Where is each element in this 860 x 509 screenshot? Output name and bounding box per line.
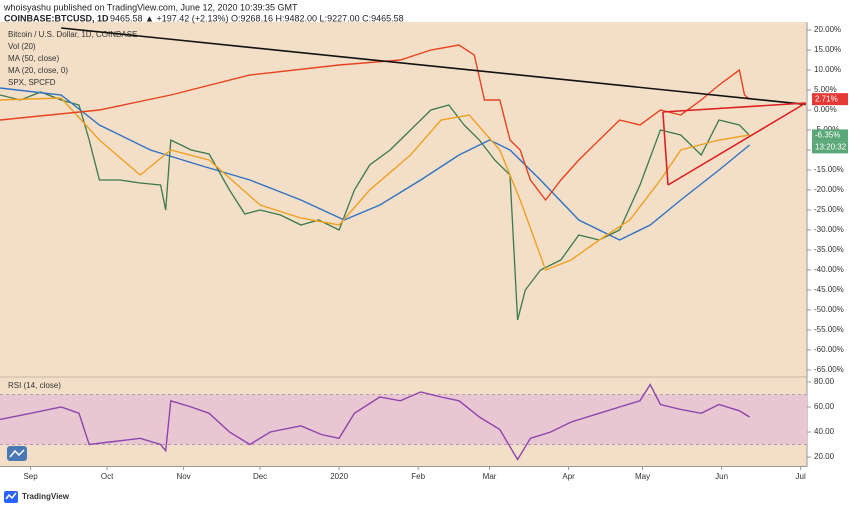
x-tick-label: Jun xyxy=(715,472,728,481)
y-tick-label: -30.00% xyxy=(814,225,844,234)
quote: 9465.58 ▲ +197.42 (+2.13%) O:9268.16 H:9… xyxy=(110,13,404,23)
chart-title: Bitcoin / U.S. Dollar, 1D, COINBASE xyxy=(8,30,137,39)
y-tick-label: 80.00 xyxy=(814,377,835,386)
chart-background xyxy=(0,22,807,467)
volume-label: Vol (20) xyxy=(8,42,36,51)
series-line xyxy=(0,97,750,271)
x-tick-label: Nov xyxy=(176,472,190,481)
series-line xyxy=(0,383,750,461)
y-tick-label: -15.00% xyxy=(814,165,844,174)
x-tick-label: Jul xyxy=(796,472,806,481)
y-tick-label: 20.00% xyxy=(814,25,841,34)
x-tick-label: Mar xyxy=(483,472,497,481)
y-tick-label: 15.00% xyxy=(814,45,841,54)
trendline xyxy=(662,111,669,186)
y-tick-label: -55.00% xyxy=(814,325,844,334)
brand: TradingView xyxy=(22,492,70,501)
legend-entry: MA (50, close) xyxy=(8,54,59,63)
legend-entry: SPX, SPCFD xyxy=(8,78,56,87)
x-tick-label: Oct xyxy=(101,472,114,481)
x-tick-label: Feb xyxy=(411,472,425,481)
y-tick-label: -60.00% xyxy=(814,345,844,354)
y-tick-label: -50.00% xyxy=(814,305,844,314)
series-line xyxy=(0,87,751,241)
y-tick-label: -40.00% xyxy=(814,265,844,274)
y-tick-label: 10.00% xyxy=(814,65,841,74)
trendline xyxy=(667,102,807,186)
legend-entry: MA (20, close, 0) xyxy=(8,66,68,75)
trendline xyxy=(61,27,806,106)
x-tick-label: 2020 xyxy=(330,472,348,481)
x-tick-label: Sep xyxy=(23,472,38,481)
price-tag xyxy=(812,129,848,142)
rsi-band xyxy=(0,394,807,445)
logo xyxy=(4,491,18,503)
author-line: whoisyashu published on TradingView.com,… xyxy=(3,2,298,12)
x-tick-label: Dec xyxy=(253,472,267,481)
countdown-tag xyxy=(812,141,848,154)
countdown: 13:20:32 xyxy=(815,143,847,152)
y-tick-label: -25.00% xyxy=(814,205,844,214)
plot xyxy=(0,383,750,461)
symbol: COINBASE:BTCUSD, 1D xyxy=(4,13,109,23)
y-tick-label: 20.00 xyxy=(814,452,835,461)
y-tick-label: 40.00 xyxy=(814,427,835,436)
y-tick-label: -35.00% xyxy=(814,245,844,254)
rsi-icon xyxy=(7,446,27,461)
rsi-title: RSI (14, close) xyxy=(8,381,61,390)
price-tag-label: -6.35% xyxy=(815,131,840,140)
y-tick-label: 60.00 xyxy=(814,402,835,411)
price-tag xyxy=(812,93,848,106)
y-tick-label: 0.00% xyxy=(814,105,837,114)
y-tick-label: -65.00% xyxy=(814,365,844,374)
plot xyxy=(0,27,807,321)
x-tick-label: May xyxy=(635,472,650,481)
y-tick-label: -45.00% xyxy=(814,285,844,294)
y-tick-label: -20.00% xyxy=(814,185,844,194)
series-line xyxy=(0,44,751,202)
price-tag-label: 2.71% xyxy=(815,94,838,103)
trendline xyxy=(662,102,806,113)
y-tick-label: 5.00% xyxy=(814,85,837,94)
series-line xyxy=(0,91,751,321)
x-tick-label: Apr xyxy=(562,472,575,481)
